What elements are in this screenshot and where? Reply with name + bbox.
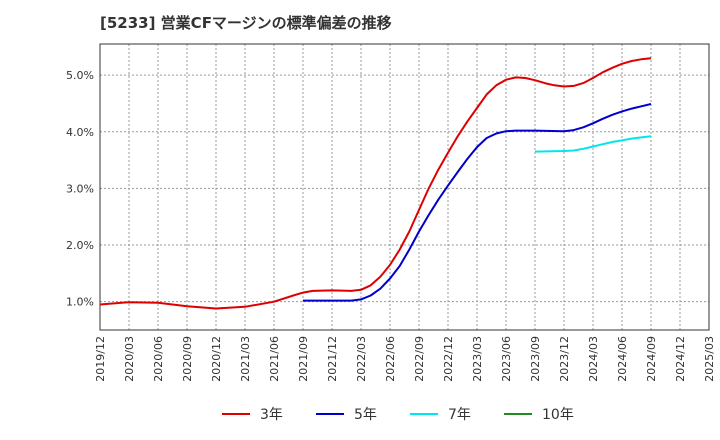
- y-tick-label: 5.0%: [66, 69, 94, 82]
- x-tick-label: 2023/12: [558, 336, 571, 382]
- legend-label: 10年: [542, 407, 574, 423]
- x-tick-label: 2022/09: [413, 336, 426, 382]
- x-tick-label: 2021/06: [268, 336, 281, 382]
- x-tick-label: 2024/06: [616, 336, 629, 382]
- x-axis-ticks: 2019/12 2020/03 2020/06 2020/09 2020/12 2021/…: [94, 336, 716, 382]
- x-tick-label: 2024/12: [674, 336, 687, 382]
- y-tick-label: 2.0%: [66, 239, 94, 252]
- x-tick-label: 2024/09: [645, 336, 658, 382]
- y-tick-label: 3.0%: [66, 182, 94, 195]
- grid-layer: [99, 44, 710, 330]
- series-layer: [99, 57, 652, 310]
- x-tick-label: 2020/09: [181, 336, 194, 382]
- legend: 3年 5年 7年 10年: [222, 407, 574, 423]
- x-tick-label: 2025/03: [703, 336, 716, 382]
- x-tick-label: 2022/12: [442, 336, 455, 382]
- x-tick-label: 2022/03: [355, 336, 368, 382]
- x-tick-label: 2021/03: [239, 336, 252, 382]
- x-tick-label: 2020/06: [152, 336, 165, 382]
- plot-frame: [99, 43, 710, 331]
- x-tick-label: 2022/06: [384, 336, 397, 382]
- legend-label: 3年: [260, 407, 283, 423]
- legend-label: 7年: [448, 407, 471, 423]
- x-tick-label: 2021/12: [326, 336, 339, 382]
- y-tick-label: 1.0%: [66, 296, 94, 309]
- x-tick-label: 2019/12: [94, 336, 107, 382]
- series-line-5年: [303, 103, 652, 302]
- chart-title: [5233] 営業CFマージンの標準偏差の推移: [100, 14, 392, 32]
- y-tick-label: 4.0%: [66, 126, 94, 139]
- plot-border: [99, 43, 710, 331]
- y-axis-ticks: 1.0% 2.0% 3.0% 4.0% 5.0%: [66, 69, 94, 309]
- x-tick-label: 2021/09: [297, 336, 310, 382]
- x-tick-label: 2023/06: [500, 336, 513, 382]
- x-tick-label: 2024/03: [587, 336, 600, 382]
- series-line-7年: [534, 135, 652, 153]
- series-line-3年: [99, 57, 652, 310]
- x-tick-label: 2023/03: [471, 336, 484, 382]
- legend-label: 5年: [354, 407, 377, 423]
- x-tick-label: 2020/12: [210, 336, 223, 382]
- x-tick-label: 2023/09: [529, 336, 542, 382]
- x-tick-label: 2020/03: [123, 336, 136, 382]
